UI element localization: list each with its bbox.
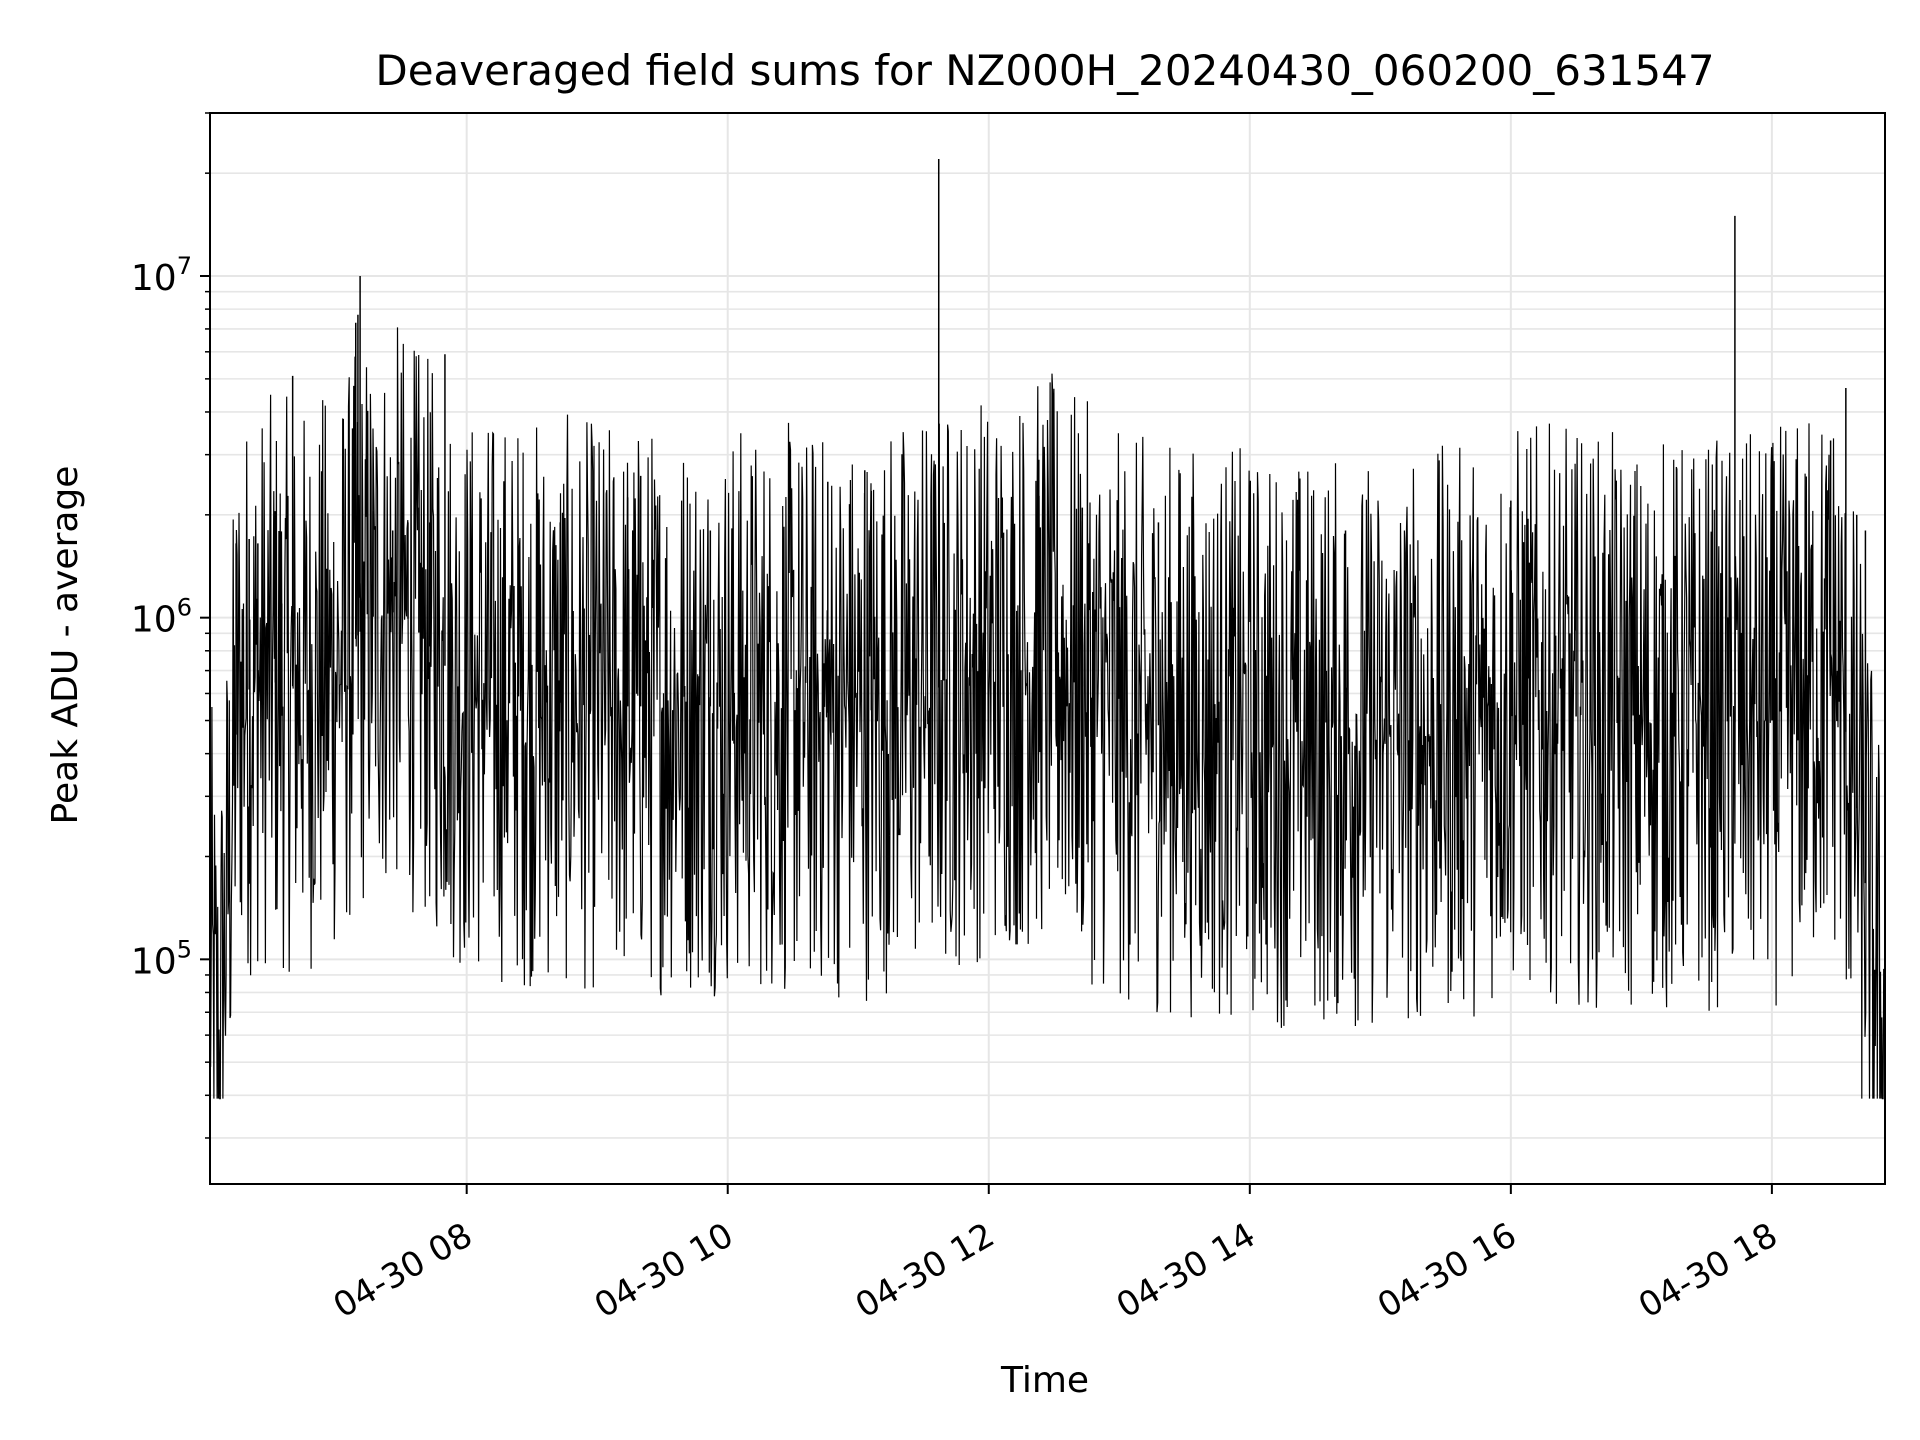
axes-frame — [209, 112, 1886, 1185]
x-axis-label: Time — [1000, 1360, 1089, 1401]
y-tick-base: 10 — [131, 600, 177, 641]
y-tick-base: 10 — [131, 258, 177, 299]
y-axis-label: Peak ADU - average — [45, 466, 86, 825]
y-tick-exponent: 5 — [177, 935, 192, 963]
y-tick-exponent: 6 — [177, 594, 192, 622]
y-tick-label: 107 — [131, 252, 192, 299]
y-tick-exponent: 7 — [177, 252, 192, 280]
plot-area — [210, 159, 1885, 1100]
y-tick-label: 106 — [131, 594, 192, 641]
y-tick-base: 10 — [131, 941, 177, 982]
chart-title: Deaveraged field sums for NZ000H_2024043… — [375, 46, 1714, 95]
y-tick-label: 105 — [131, 935, 192, 982]
series-line — [210, 327, 1885, 1100]
